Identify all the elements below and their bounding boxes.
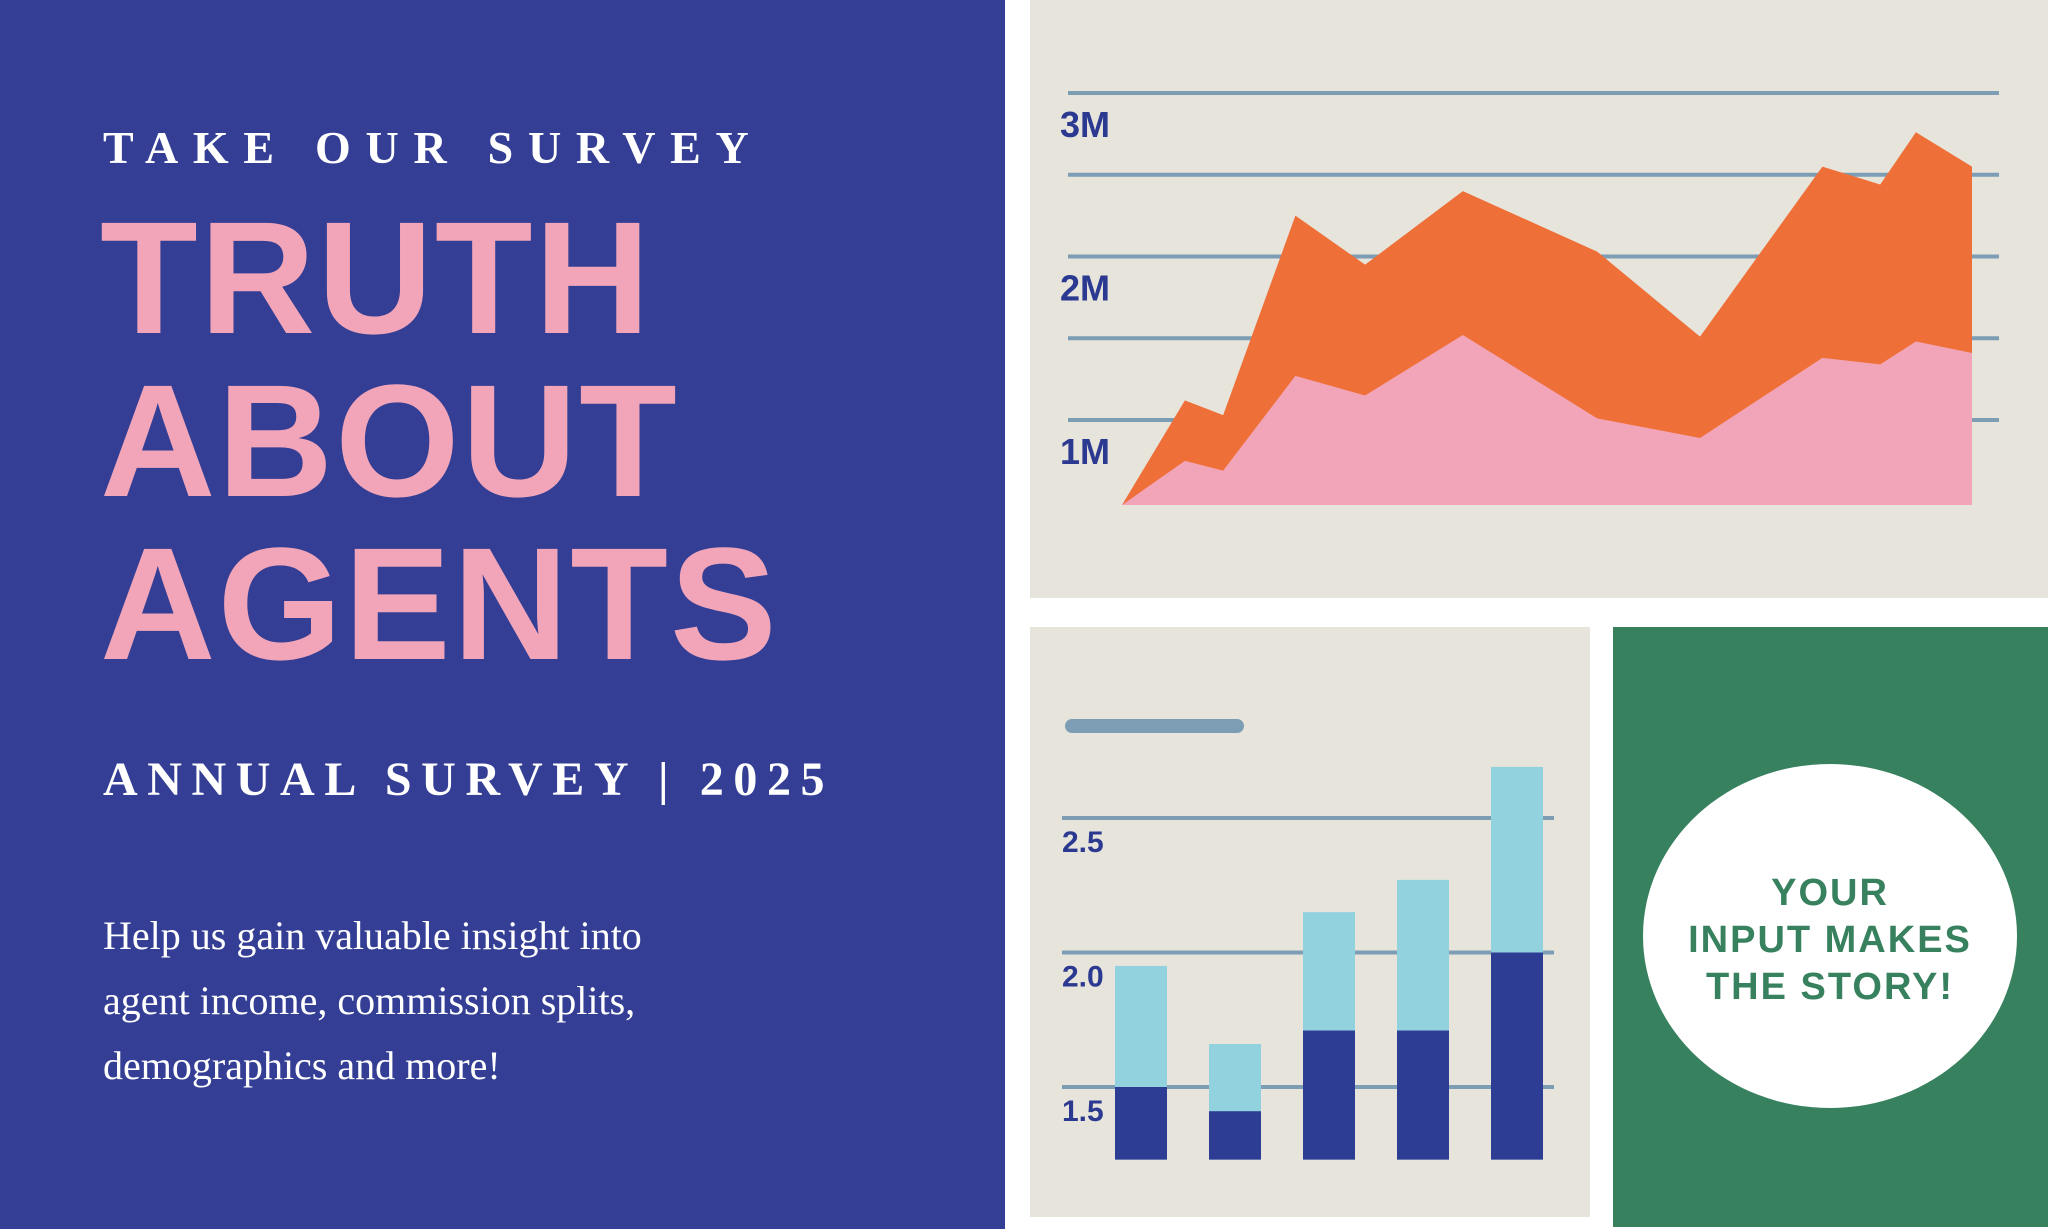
- callout-text-line-1: YOUR: [1771, 871, 1889, 914]
- bar-1-navy-segment: [1115, 1087, 1167, 1160]
- poster-subtitle: ANNUAL SURVEY | 2025: [103, 753, 835, 806]
- pink-series-area: [1122, 334, 1972, 506]
- poster-body: Help us gain valuable insight into agent…: [103, 903, 642, 1098]
- poster-title-line-2: ABOUT: [100, 351, 679, 530]
- poster-body-line-2: agent income, commission splits,: [103, 978, 636, 1023]
- bar-chart-panel: 2.5 2.0 1.5: [1030, 627, 1590, 1217]
- area-chart-panel: 3M 2M 1M: [1030, 0, 2048, 598]
- bar-2-navy-segment: [1209, 1111, 1261, 1160]
- bar-4-navy-segment: [1397, 1030, 1449, 1160]
- poster-title-line-3: AGENTS: [100, 514, 779, 693]
- bar-chart: 2.5 2.0 1.5: [1062, 719, 1554, 1160]
- poster-title-line-1: TRUTH: [100, 188, 653, 367]
- poster-body-line-1: Help us gain valuable insight into: [103, 913, 642, 958]
- y-axis-label-2M: 2M: [1060, 268, 1110, 309]
- y-axis-label-2.5: 2.5: [1062, 826, 1104, 859]
- callout-circle: YOUR INPUT MAKES THE STORY!: [1643, 764, 2017, 1108]
- callout-panel: YOUR INPUT MAKES THE STORY!: [1613, 627, 2048, 1227]
- callout-text-line-2: INPUT MAKES: [1688, 918, 1972, 961]
- y-axis-label-1.5: 1.5: [1062, 1095, 1104, 1128]
- bar-3-navy-segment: [1303, 1030, 1355, 1160]
- y-axis-label-2.0: 2.0: [1062, 961, 1104, 994]
- callout-text: YOUR INPUT MAKES THE STORY!: [1688, 862, 1972, 1011]
- callout-text-line-3: THE STORY!: [1705, 965, 1954, 1008]
- chart-title-placeholder-bar: [1065, 719, 1244, 733]
- area-chart: 3M 2M 1M: [1060, 91, 1999, 506]
- eyebrow-heading: TAKE OUR SURVEY: [103, 122, 764, 173]
- y-axis-label-1M: 1M: [1060, 431, 1110, 472]
- y-axis-label-3M: 3M: [1060, 104, 1110, 145]
- poster-title: TRUTH ABOUT AGENTS: [100, 196, 779, 685]
- bar-5-navy-segment: [1491, 952, 1543, 1160]
- poster-body-line-3: demographics and more!: [103, 1043, 501, 1088]
- poster-panel: TAKE OUR SURVEY TRUTH ABOUT AGENTS ANNUA…: [0, 0, 1005, 1229]
